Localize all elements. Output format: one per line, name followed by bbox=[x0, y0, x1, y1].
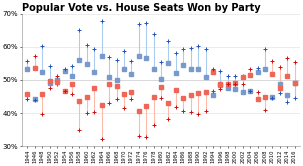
Text: Popular Vote vs. House Seats Won by Party: Popular Vote vs. House Seats Won by Part… bbox=[22, 3, 261, 13]
